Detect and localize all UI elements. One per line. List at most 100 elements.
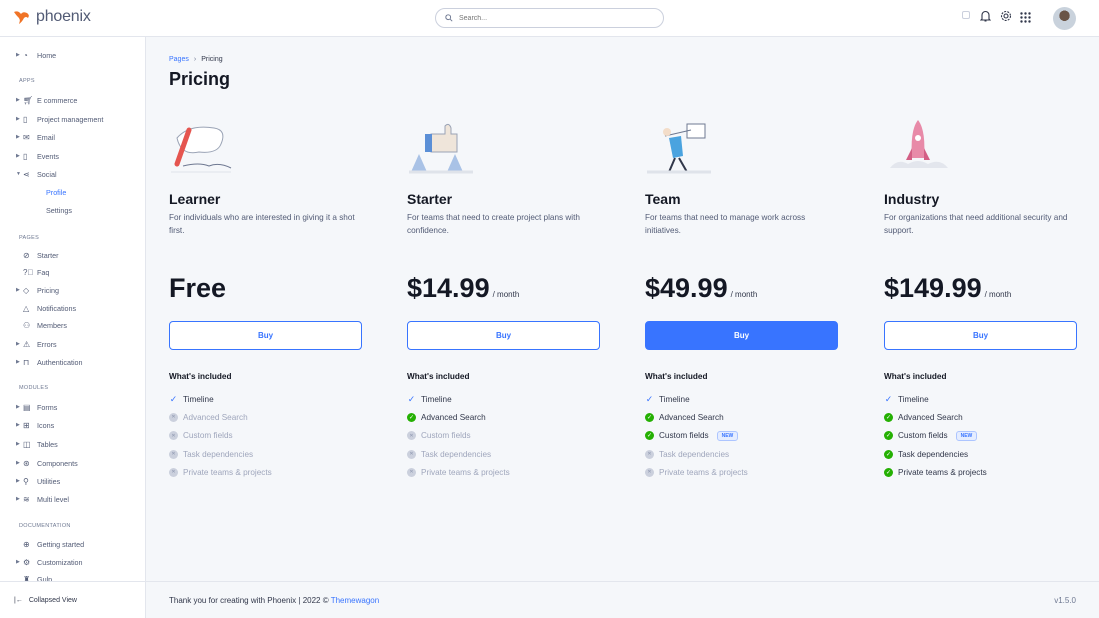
plan-name: Learner (169, 191, 221, 207)
buy-button-starter[interactable]: Buy (407, 321, 600, 350)
whats-included-heading: What's included (169, 372, 232, 381)
check-circle-icon: ✓ (645, 412, 654, 422)
x-circle-icon: ✕ (169, 412, 178, 422)
starter-illustration (409, 123, 473, 174)
sidebar-item-home[interactable]: ▶ ◔ Home (16, 50, 57, 60)
breadcrumb-pages-link[interactable]: Pages (169, 56, 189, 63)
lifebuoy-icon: ⊕ (23, 539, 30, 549)
price-amount: $14.99 (407, 273, 490, 303)
feature-list: ✓ Timeline ✓ Advanced Search ✕ Custom fields ✕… (407, 390, 600, 481)
gear-icon[interactable] (1000, 10, 1012, 22)
search-input[interactable] (459, 14, 639, 22)
sidebar-item-faq[interactable]: ?⃝ Faq (23, 267, 50, 277)
collapse-sidebar-button[interactable]: |← Collapsed View (0, 581, 145, 618)
feature-item: ✓ Timeline (884, 393, 929, 404)
check-icon: ✓ (645, 393, 654, 404)
sidebar-item-tables[interactable]: ▶ ◫ Tables (16, 439, 58, 449)
feature-item: ✓ Timeline (169, 393, 214, 404)
plan-name: Starter (407, 191, 453, 207)
lock-icon: ⊓ (23, 357, 30, 367)
buy-button-industry[interactable]: Buy (884, 321, 1077, 350)
pie-chart-icon: ◔ (23, 50, 28, 60)
sidebar-item-members[interactable]: ⚇ Members (23, 320, 67, 330)
share-icon: ⋖ (23, 169, 30, 179)
user-avatar[interactable] (1053, 7, 1076, 30)
file-icon: ▤ (23, 402, 31, 412)
x-circle-icon: ✕ (169, 449, 178, 459)
price-amount: $149.99 (884, 273, 982, 303)
sidebar-item-customization[interactable]: ▶ ⚙︎ Customization (16, 557, 83, 567)
plan-name: Industry (884, 191, 940, 207)
plan-price: Free (169, 273, 362, 311)
feature-item: ✕ Private teams & projects (407, 463, 600, 481)
sidebar-item-starter[interactable]: ⊘ Starter (23, 250, 59, 260)
feature-item: ✓ Advanced Search (645, 412, 724, 422)
whats-included-heading: What's included (884, 372, 947, 381)
sidebar-item-gulp[interactable]: ♜ Gulp (23, 574, 53, 584)
x-circle-icon: ✕ (407, 431, 416, 441)
brand-logo[interactable]: phoenix (13, 8, 91, 26)
check-circle-icon: ✓ (884, 449, 893, 459)
feature-item: ✕ Task dependencies (407, 445, 600, 463)
section-label-documentation: DOCUMENTATION (19, 523, 71, 529)
feature-item: ✕ Private teams & projects (169, 463, 362, 481)
sidebar-item-forms[interactable]: ▶ ▤ Forms (16, 402, 58, 412)
layers-icon: ≋ (23, 494, 30, 504)
clipboard-icon: ▯ (23, 114, 28, 124)
check-circle-icon: ✓ (645, 431, 654, 441)
sidebar-item-settings[interactable]: Settings (46, 205, 72, 215)
sidebar-item-utilities[interactable]: ▶ ⚲ Utilities (16, 476, 61, 486)
sidebar-item-profile[interactable]: Profile (46, 187, 67, 197)
feature-item: ✕ Task dependencies (645, 445, 838, 463)
sidebar-item-pricing[interactable]: ▶ ◇ Pricing (16, 285, 59, 295)
version-label: v1.5.0 (1054, 595, 1076, 605)
sidebar-item-icons[interactable]: ▶ ⊞ Icons (16, 420, 55, 430)
pricing-card-team: Team For teams that need to manage work … (645, 118, 838, 481)
footer-text: Thank you for creating with Phoenix | 20… (169, 595, 329, 605)
team-illustration (647, 123, 711, 174)
pricing-card-industry: Industry For organizations that need add… (884, 118, 1077, 481)
theme-toggle-icon[interactable] (962, 11, 970, 19)
bell-icon[interactable] (980, 10, 991, 22)
feature-item: ✕ Task dependencies (169, 445, 362, 463)
plan-price: $149.99/ month (884, 273, 1077, 311)
apps-grid-icon[interactable] (1020, 12, 1031, 23)
sidebar-item-authentication[interactable]: ▶ ⊓ Authentication (16, 357, 83, 367)
sidebar-item-multi-level[interactable]: ▶ ≋ Multi level (16, 494, 69, 504)
feature-item: ✕ Private teams & projects (645, 463, 838, 481)
check-circle-icon: ✓ (407, 412, 416, 422)
price-period: / month (492, 290, 520, 299)
plan-description: For individuals who are interested in gi… (169, 213, 355, 235)
feature-item: ✓ Task dependencies (884, 449, 969, 459)
collapse-arrow-icon: |← (14, 596, 23, 604)
search-icon (445, 14, 453, 22)
feature-item: ✓ Custom fields NEW (884, 427, 1077, 445)
themewagon-link[interactable]: Themewagon (330, 595, 380, 605)
compass-icon: ⊘ (23, 250, 30, 260)
whats-included-heading: What's included (645, 372, 708, 381)
section-label-pages: PAGES (19, 235, 40, 241)
new-badge: NEW (955, 430, 978, 441)
sidebar-item-project-management[interactable]: ▶ ▯ Project management (16, 114, 104, 124)
footer: Thank you for creating with Phoenix | 20… (146, 581, 1099, 618)
plan-description: For organizations that need additional s… (884, 213, 1068, 235)
help-icon: ?⃝ (23, 267, 34, 277)
sidebar-item-getting-started[interactable]: ⊕ Getting started (23, 539, 85, 549)
sidebar-item-notifications[interactable]: △ Notifications (23, 303, 77, 313)
pricing-card-learner: Learner For individuals who are interest… (169, 118, 362, 481)
tag-icon: ◇ (23, 285, 30, 295)
price-amount: $49.99 (645, 273, 728, 303)
sidebar-item-social[interactable]: ▼ ⋖ Social (16, 169, 57, 179)
sidebar-item-ecommerce[interactable]: ▶ 🛒︎ E commerce (16, 95, 78, 105)
search-box[interactable] (435, 8, 664, 28)
sidebar-item-errors[interactable]: ▶ ⚠︎ Errors (16, 339, 57, 349)
brand-name: phoenix (36, 8, 91, 25)
buy-button-team[interactable]: Buy (645, 321, 838, 350)
sidebar-item-email[interactable]: ▶ ✉ Email (16, 132, 55, 142)
pricing-card-starter: Starter For teams that need to create pr… (407, 118, 600, 481)
sidebar-item-components[interactable]: ▶ ⊛ Components (16, 458, 78, 468)
buy-button-learner[interactable]: Buy (169, 321, 362, 350)
check-icon: ✓ (884, 393, 893, 404)
sidebar-item-events[interactable]: ▶ ▯ Events (16, 151, 59, 161)
check-circle-icon: ✓ (884, 431, 893, 441)
